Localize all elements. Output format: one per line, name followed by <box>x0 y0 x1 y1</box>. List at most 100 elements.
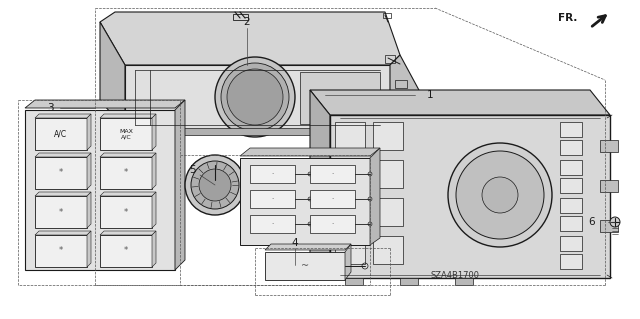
Polygon shape <box>335 198 365 226</box>
Polygon shape <box>560 198 582 213</box>
Text: *: * <box>124 247 128 256</box>
Polygon shape <box>100 196 152 228</box>
Circle shape <box>308 197 312 201</box>
Polygon shape <box>152 192 156 228</box>
Circle shape <box>227 69 283 125</box>
Circle shape <box>308 222 312 226</box>
Polygon shape <box>373 236 403 264</box>
Polygon shape <box>100 114 156 118</box>
Bar <box>300 72 380 124</box>
Text: *: * <box>124 207 128 217</box>
Polygon shape <box>560 122 582 137</box>
Polygon shape <box>35 118 87 150</box>
Polygon shape <box>25 100 185 108</box>
Polygon shape <box>370 148 380 245</box>
Polygon shape <box>455 278 473 285</box>
Circle shape <box>199 169 231 201</box>
Bar <box>395 96 407 104</box>
Text: 6: 6 <box>589 217 595 227</box>
Text: *: * <box>59 247 63 256</box>
Polygon shape <box>100 12 400 65</box>
Text: 1: 1 <box>427 90 433 100</box>
Circle shape <box>368 222 372 226</box>
Polygon shape <box>125 128 390 135</box>
Text: 5: 5 <box>189 165 196 175</box>
Polygon shape <box>87 114 91 150</box>
Bar <box>600 140 618 152</box>
Circle shape <box>191 161 239 209</box>
Polygon shape <box>265 252 345 280</box>
Polygon shape <box>152 153 156 189</box>
Polygon shape <box>100 192 156 196</box>
Polygon shape <box>560 254 582 269</box>
Text: *: * <box>124 168 128 177</box>
Text: ·: · <box>331 196 333 202</box>
Polygon shape <box>100 22 125 130</box>
Polygon shape <box>35 157 87 189</box>
Polygon shape <box>373 160 403 188</box>
Circle shape <box>215 57 295 137</box>
Polygon shape <box>100 235 152 267</box>
Polygon shape <box>560 236 582 251</box>
Text: ·: · <box>271 221 273 227</box>
Bar <box>395 112 407 120</box>
Polygon shape <box>100 153 156 157</box>
Polygon shape <box>400 278 418 285</box>
Polygon shape <box>560 216 582 231</box>
Polygon shape <box>250 215 295 233</box>
Polygon shape <box>310 165 355 183</box>
Text: ·: · <box>271 171 273 177</box>
Polygon shape <box>35 114 91 118</box>
Circle shape <box>368 197 372 201</box>
Text: MAX
A/C: MAX A/C <box>119 129 133 139</box>
Text: ~: ~ <box>301 261 309 271</box>
Polygon shape <box>100 118 152 150</box>
Circle shape <box>185 155 245 215</box>
Polygon shape <box>250 190 295 208</box>
Polygon shape <box>310 215 355 233</box>
Polygon shape <box>310 90 330 278</box>
Circle shape <box>482 177 518 213</box>
Polygon shape <box>87 231 91 267</box>
Circle shape <box>308 172 312 176</box>
Polygon shape <box>345 244 351 280</box>
Polygon shape <box>373 122 403 150</box>
Bar <box>383 13 391 18</box>
Text: ·: · <box>271 196 273 202</box>
Polygon shape <box>100 231 156 235</box>
Polygon shape <box>310 190 355 208</box>
Polygon shape <box>35 192 91 196</box>
Circle shape <box>448 143 552 247</box>
Bar <box>233 14 248 20</box>
Polygon shape <box>330 115 610 278</box>
Polygon shape <box>175 100 185 270</box>
Bar <box>385 55 395 63</box>
Polygon shape <box>560 160 582 175</box>
Text: A/C: A/C <box>54 130 68 138</box>
Polygon shape <box>100 157 152 189</box>
Polygon shape <box>560 140 582 155</box>
Circle shape <box>368 172 372 176</box>
Polygon shape <box>25 110 175 270</box>
Polygon shape <box>335 236 365 264</box>
Polygon shape <box>87 192 91 228</box>
Polygon shape <box>87 153 91 189</box>
Text: *: * <box>59 207 63 217</box>
Bar <box>600 220 618 232</box>
Circle shape <box>221 63 289 131</box>
Text: 4: 4 <box>292 238 298 248</box>
Circle shape <box>610 217 620 227</box>
Polygon shape <box>35 196 87 228</box>
Polygon shape <box>390 55 420 130</box>
Polygon shape <box>345 278 363 285</box>
Polygon shape <box>125 65 390 130</box>
Polygon shape <box>310 90 610 115</box>
Bar <box>395 80 407 88</box>
Text: SZA4B1700: SZA4B1700 <box>431 271 479 279</box>
Polygon shape <box>240 158 370 245</box>
Circle shape <box>456 151 544 239</box>
Text: ·: · <box>331 171 333 177</box>
Polygon shape <box>335 160 365 188</box>
Text: 3: 3 <box>47 103 53 113</box>
Polygon shape <box>240 148 380 156</box>
